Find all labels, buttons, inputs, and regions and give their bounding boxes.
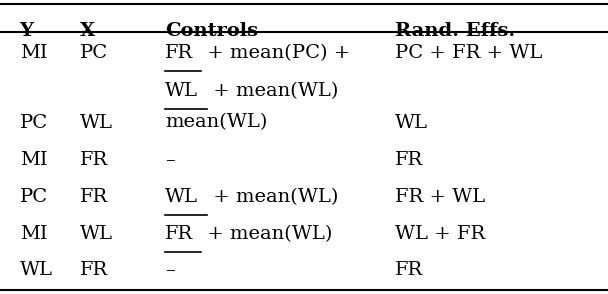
Text: PC: PC <box>19 188 47 206</box>
Text: Rand. Effs.: Rand. Effs. <box>395 22 515 40</box>
Text: + mean(WL): + mean(WL) <box>207 82 339 100</box>
Text: WL: WL <box>80 113 113 131</box>
Text: –: – <box>165 151 174 169</box>
Text: FR: FR <box>165 225 193 243</box>
Text: WL + FR: WL + FR <box>395 225 485 243</box>
Text: mean(WL): mean(WL) <box>165 113 267 131</box>
Text: Controls: Controls <box>165 22 258 40</box>
Text: FR: FR <box>165 44 193 62</box>
Text: Y: Y <box>19 22 33 40</box>
Text: –: – <box>165 261 174 280</box>
Text: MI: MI <box>19 225 47 243</box>
Text: PC: PC <box>19 113 47 131</box>
Text: FR + WL: FR + WL <box>395 188 485 206</box>
Text: WL: WL <box>395 113 428 131</box>
Text: WL: WL <box>165 82 198 100</box>
Text: PC + FR + WL: PC + FR + WL <box>395 44 542 62</box>
Text: WL: WL <box>165 188 198 206</box>
Text: WL: WL <box>19 261 52 280</box>
Text: FR: FR <box>80 261 108 280</box>
Text: X: X <box>80 22 95 40</box>
Text: FR: FR <box>395 261 423 280</box>
Text: MI: MI <box>19 151 47 169</box>
Text: + mean(WL): + mean(WL) <box>207 188 339 206</box>
Text: + mean(WL): + mean(WL) <box>201 225 333 243</box>
Text: FR: FR <box>80 188 108 206</box>
Text: PC: PC <box>80 44 108 62</box>
Text: WL: WL <box>80 225 113 243</box>
Text: FR: FR <box>395 151 423 169</box>
Text: MI: MI <box>19 44 47 62</box>
Text: FR: FR <box>80 151 108 169</box>
Text: + mean(PC) +: + mean(PC) + <box>201 44 350 62</box>
